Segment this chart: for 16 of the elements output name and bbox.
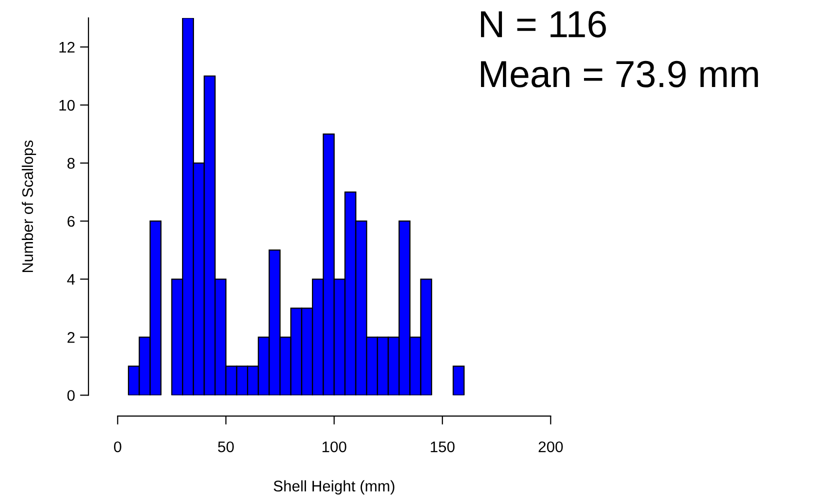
x-axis-title: Shell Height (mm): [274, 480, 394, 495]
x-tick-label: 100: [322, 441, 346, 452]
y-axis-title: Number of Scallops: [22, 140, 36, 272]
y-tick-label: 6: [68, 216, 75, 227]
annotation: N = 116: [481, 10, 606, 38]
y-tick-label: 0: [67, 390, 75, 401]
x-tick-label: 200: [538, 441, 563, 452]
y-tick-label: 10: [59, 100, 75, 111]
x-tick-label: 50: [218, 441, 234, 452]
y-tick-label: 8: [67, 158, 75, 169]
y-tick-label: 12: [59, 42, 75, 53]
y-tick-label: 2: [68, 332, 75, 343]
annotation: Mean = 73.9 mm: [481, 60, 758, 88]
y-tick-label: 4: [67, 274, 75, 285]
x-tick-label: 0: [114, 441, 122, 452]
x-tick-label: 150: [430, 441, 455, 452]
